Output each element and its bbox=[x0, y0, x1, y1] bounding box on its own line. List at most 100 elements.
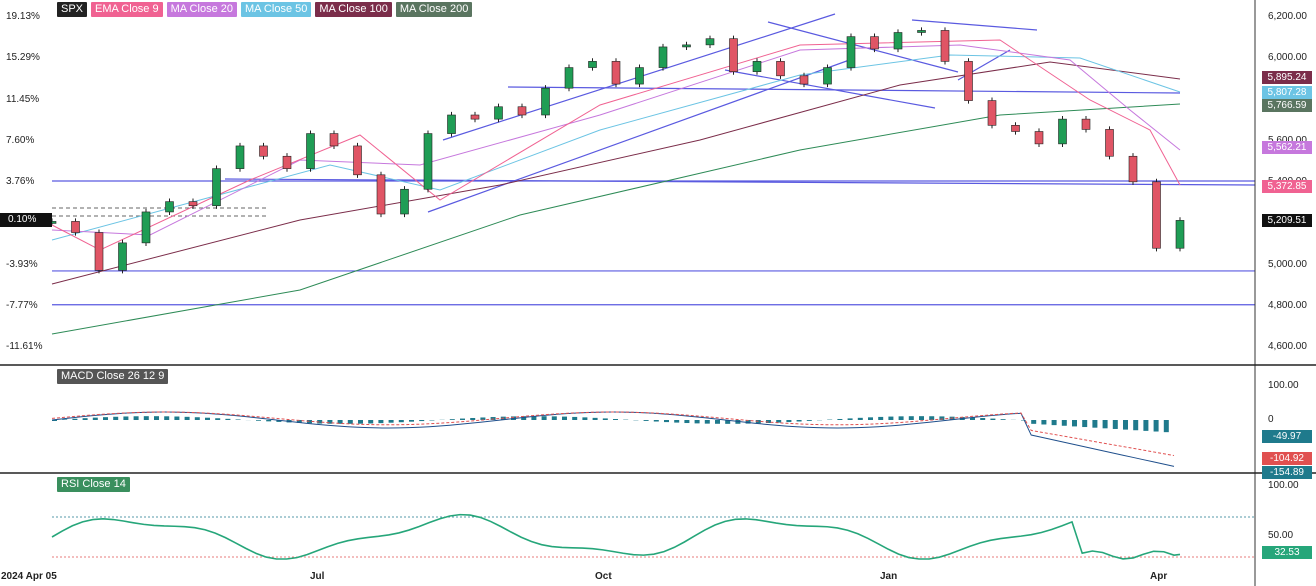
macd-histogram-bar bbox=[113, 416, 119, 420]
left-axis-tick: -7.77% bbox=[6, 300, 38, 311]
right-axis-tick: 5,600.00 bbox=[1268, 135, 1307, 146]
macd-histogram-bar bbox=[664, 420, 669, 423]
x-axis-tick: Jan bbox=[880, 571, 898, 582]
ema9-price-tag: 5,372.85 bbox=[1262, 180, 1312, 193]
ma-close-9-line bbox=[51, 39, 1181, 251]
macd-histogram-bar bbox=[184, 416, 190, 420]
macd-histogram-bar bbox=[194, 417, 200, 420]
candle bbox=[400, 188, 409, 215]
macd-histogram-bar bbox=[296, 420, 302, 423]
price-candles bbox=[47, 27, 1185, 274]
macd-histogram-bar bbox=[368, 420, 374, 424]
macd-histogram-bar bbox=[358, 420, 363, 424]
candle bbox=[682, 44, 691, 48]
macd-histogram-bar bbox=[694, 420, 700, 424]
candle bbox=[752, 61, 762, 72]
trend-line bbox=[724, 69, 936, 109]
macd-histogram-bar bbox=[715, 420, 720, 424]
candle bbox=[447, 114, 456, 134]
macd-histogram-bar bbox=[796, 420, 802, 422]
right-axis-tick: 6,200.00 bbox=[1268, 11, 1307, 22]
macd-histogram-bar bbox=[388, 420, 394, 423]
macd-histogram-bar bbox=[174, 416, 180, 420]
candle bbox=[212, 168, 221, 207]
macd-histogram-bar bbox=[419, 420, 425, 422]
macd-histogram-bar bbox=[878, 416, 884, 420]
macd-histogram-bar bbox=[327, 420, 333, 424]
legend-ema9[interactable]: EMA Close 9 bbox=[91, 2, 163, 17]
macd-histogram-bar bbox=[470, 417, 476, 420]
macd-histogram-bar bbox=[929, 416, 935, 420]
candle bbox=[353, 145, 362, 176]
macd-histogram-bar bbox=[970, 417, 975, 420]
x-axis-tick: Oct bbox=[595, 571, 612, 582]
candle bbox=[588, 61, 597, 68]
candle bbox=[893, 32, 903, 50]
x-axis-tick: 2024 Apr 05 bbox=[1, 571, 57, 582]
macd-histogram-bar bbox=[908, 416, 914, 420]
macd-histogram-bar bbox=[745, 420, 751, 424]
macd-histogram-bar bbox=[888, 416, 894, 420]
macd-histogram-bar bbox=[266, 420, 272, 422]
macd-histogram-bar bbox=[317, 420, 323, 424]
candle bbox=[494, 106, 503, 120]
macd-histogram-bar bbox=[398, 420, 404, 423]
macd-histogram-bar bbox=[378, 420, 384, 424]
legend-ma200[interactable]: MA Close 200 bbox=[395, 2, 473, 17]
macd-histogram-bar bbox=[684, 420, 690, 424]
horizontal-level-lines bbox=[52, 86, 1256, 306]
legend-ma100[interactable]: MA Close 100 bbox=[315, 2, 392, 17]
candle bbox=[1128, 155, 1138, 183]
rsi-line bbox=[51, 513, 1181, 560]
trend-line bbox=[911, 19, 1038, 31]
candle bbox=[1152, 181, 1161, 249]
macd-histogram-bar bbox=[52, 420, 57, 421]
macd-panel bbox=[51, 411, 1175, 467]
candle bbox=[1175, 220, 1185, 249]
candle bbox=[282, 155, 292, 169]
macd-histogram-bar bbox=[868, 417, 873, 420]
macd-histogram-bar bbox=[1041, 420, 1047, 425]
macd-histogram-bar bbox=[154, 416, 159, 420]
macd-axis-tick: 0 bbox=[1268, 414, 1274, 425]
candle bbox=[235, 145, 245, 169]
right-axis-tick: 5,000.00 bbox=[1268, 259, 1307, 270]
rsi-axis-tick: 50.00 bbox=[1268, 530, 1294, 541]
ma20-price-tag: 5,562.21 bbox=[1262, 141, 1312, 154]
candle bbox=[705, 38, 715, 46]
right-axis-tick: 4,600.00 bbox=[1268, 341, 1307, 352]
last-price-tag: 5,209.51 bbox=[1262, 214, 1312, 227]
candle bbox=[635, 67, 644, 85]
right-axis-tick: 4,800.00 bbox=[1268, 300, 1307, 311]
macd-histogram-bar bbox=[225, 418, 231, 420]
candle bbox=[964, 61, 973, 101]
signal-line bbox=[51, 411, 1175, 457]
ma-close-200-line bbox=[51, 103, 1181, 335]
candle bbox=[611, 61, 621, 85]
macd-histogram-bar bbox=[1153, 420, 1159, 432]
macd-histogram-bar bbox=[592, 417, 598, 420]
macd-histogram-bar bbox=[480, 417, 486, 420]
candle bbox=[1034, 131, 1044, 145]
macd-histogram-bar bbox=[449, 419, 455, 420]
macd-histogram-bar bbox=[143, 416, 149, 420]
macd-histogram-bar bbox=[766, 420, 771, 424]
ma50-price-tag: 5,807.28 bbox=[1262, 86, 1312, 99]
candle bbox=[118, 242, 127, 271]
macd-histogram-bar bbox=[562, 416, 567, 420]
legend-ma50[interactable]: MA Close 50 bbox=[240, 2, 312, 17]
macd-histogram-bar bbox=[1000, 419, 1006, 420]
macd-title[interactable]: MACD Close 26 12 9 bbox=[57, 369, 169, 384]
rsi-title[interactable]: RSI Close 14 bbox=[57, 477, 130, 492]
macd-histogram-bar bbox=[1163, 420, 1169, 433]
macd-histogram-bar bbox=[776, 420, 782, 423]
macd-line bbox=[51, 411, 1175, 467]
left-axis-tick: 19.13% bbox=[6, 11, 40, 22]
macd-histogram-bar bbox=[613, 419, 618, 420]
macd-histogram-bar bbox=[347, 420, 353, 424]
legend-spx[interactable]: SPX bbox=[57, 2, 88, 17]
macd-histogram-bar bbox=[582, 417, 588, 420]
macd-histogram-bar bbox=[806, 420, 812, 421]
legend-ma20[interactable]: MA Close 20 bbox=[166, 2, 237, 17]
